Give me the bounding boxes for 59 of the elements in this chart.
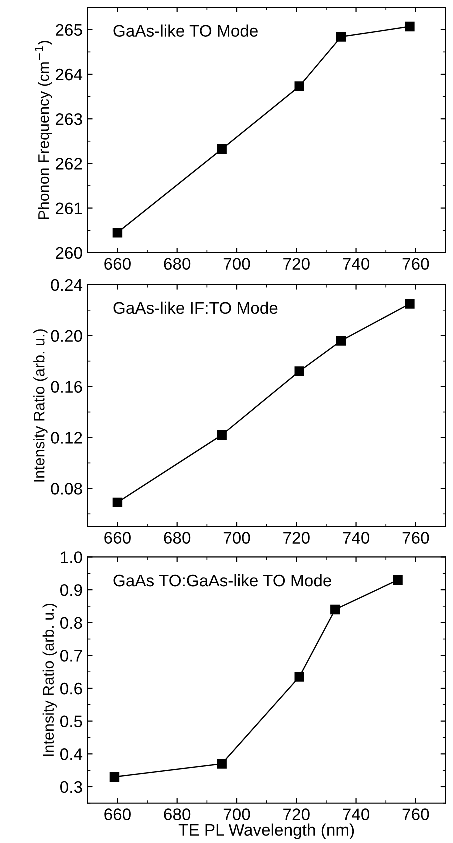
y-tick-label: 264: [56, 68, 83, 81]
y-tick-label: 0.08: [51, 483, 82, 495]
y-tick-label: 0.20: [51, 330, 82, 342]
point: [405, 299, 415, 309]
x-tick-label: 700: [224, 808, 250, 820]
point: [217, 144, 227, 154]
y-tick-label: 0.8: [60, 617, 82, 630]
x-tick-label: 760: [402, 258, 430, 270]
y-tick-label: 0.3: [60, 781, 82, 794]
y-axis-title: Phonon Frequency (cm$^{−1}$): [35, 41, 52, 220]
point: [294, 672, 304, 682]
point: [393, 575, 403, 586]
y-tick-label: 262: [56, 158, 82, 170]
x-tick-label: 740: [343, 258, 370, 270]
x-tick-label: 740: [343, 808, 370, 820]
point: [217, 759, 227, 769]
x-axis-title: TE PL Wavelength (nm): [178, 824, 354, 840]
point: [112, 498, 123, 508]
point: [336, 336, 346, 346]
y-tick-label: 0.24: [51, 279, 83, 292]
x-tick-label: 660: [104, 532, 131, 544]
y-tick-label: 0.6: [60, 682, 82, 695]
annotation: GaAs-like TO Mode: [114, 24, 258, 37]
y-tick-label: 1.0: [61, 552, 82, 564]
x-tick-label: 680: [164, 808, 191, 820]
y-tick-label: 263: [56, 113, 82, 126]
x-tick-label: 720: [284, 808, 310, 820]
x-tick-label: 760: [402, 808, 430, 820]
point: [294, 82, 304, 92]
y-tick-label: 261: [56, 202, 82, 214]
point: [330, 604, 340, 615]
x-tick-label: 700: [224, 532, 250, 544]
y-axis-title: Intensity Ratio (arb. u.): [42, 604, 58, 756]
point: [112, 228, 123, 238]
y-tick-label: 0.16: [51, 381, 82, 394]
point: [294, 366, 304, 376]
point: [405, 22, 415, 32]
y-tick-label: 0.12: [51, 432, 82, 444]
x-tick-label: 660: [104, 808, 131, 820]
y-tick-label: 0.5: [60, 716, 82, 728]
x-tick-label: 720: [284, 258, 310, 270]
x-tick-label: 660: [104, 258, 131, 270]
x-tick-label: 720: [284, 532, 310, 544]
x-tick-label: 740: [343, 532, 370, 544]
y-tick-label: 260: [56, 247, 82, 260]
y-axis-title: Intensity Ratio (arb. u.): [34, 330, 48, 482]
annotation: GaAs TO:GaAs-like TO Mode: [114, 574, 332, 587]
x-tick-label: 680: [164, 258, 191, 270]
y-tick-label: 265: [56, 24, 82, 36]
point: [110, 772, 120, 782]
y-tick-label: 0.9: [60, 584, 82, 596]
x-tick-label: 700: [224, 258, 250, 270]
annotation: GaAs-like IF:TO Mode: [114, 302, 278, 314]
point: [217, 430, 227, 440]
y-tick-label: 0.7: [60, 650, 82, 662]
x-tick-label: 760: [402, 532, 430, 544]
y-tick-label: 0.4: [60, 748, 83, 760]
point: [336, 32, 346, 42]
x-tick-label: 680: [164, 532, 191, 544]
